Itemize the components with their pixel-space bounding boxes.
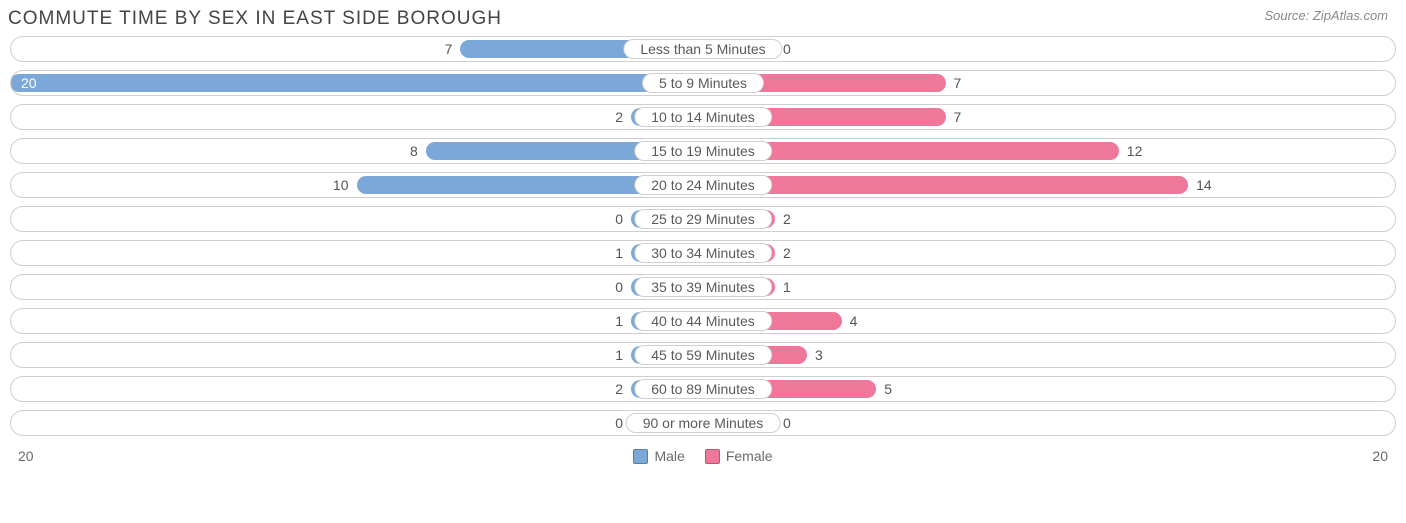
value-label-male: 7 bbox=[445, 37, 453, 61]
value-label-female: 1 bbox=[783, 275, 791, 299]
chart-footer: 20 Male Female 20 bbox=[0, 448, 1406, 470]
legend: Male Female bbox=[633, 448, 772, 464]
category-label: 40 to 44 Minutes bbox=[634, 311, 772, 331]
chart-row: 1 2 30 to 34 Minutes bbox=[10, 240, 1396, 266]
axis-max-left: 20 bbox=[18, 448, 34, 464]
value-label-male: 0 bbox=[615, 411, 623, 435]
value-label-male: 1 bbox=[615, 241, 623, 265]
category-label: 30 to 34 Minutes bbox=[634, 243, 772, 263]
value-label-male: 8 bbox=[410, 139, 418, 163]
legend-swatch-female bbox=[705, 449, 720, 464]
value-label-female: 2 bbox=[783, 241, 791, 265]
chart-row: 2 5 60 to 89 Minutes bbox=[10, 376, 1396, 402]
chart-row: 0 090 or more Minutes bbox=[10, 410, 1396, 436]
value-label-male: 20 bbox=[21, 71, 37, 95]
value-label-female: 7 bbox=[954, 71, 962, 95]
value-label-male: 1 bbox=[615, 343, 623, 367]
value-label-male: 2 bbox=[615, 377, 623, 401]
value-label-male: 1 bbox=[615, 309, 623, 333]
bar-female bbox=[703, 176, 1188, 194]
legend-label-male: Male bbox=[654, 448, 684, 464]
chart-row: 0 2 25 to 29 Minutes bbox=[10, 206, 1396, 232]
category-label: 25 to 29 Minutes bbox=[634, 209, 772, 229]
value-label-female: 7 bbox=[954, 105, 962, 129]
category-label: 35 to 39 Minutes bbox=[634, 277, 772, 297]
bar-male bbox=[10, 74, 703, 92]
chart-row: 0 1 35 to 39 Minutes bbox=[10, 274, 1396, 300]
chart-row: 1 3 45 to 59 Minutes bbox=[10, 342, 1396, 368]
value-label-female: 14 bbox=[1196, 173, 1212, 197]
value-label-female: 3 bbox=[815, 343, 823, 367]
value-label-female: 5 bbox=[884, 377, 892, 401]
legend-item-male: Male bbox=[633, 448, 684, 464]
source-attribution: Source: ZipAtlas.com bbox=[1264, 8, 1388, 23]
value-label-female: 12 bbox=[1127, 139, 1143, 163]
value-label-female: 4 bbox=[850, 309, 858, 333]
category-label: 90 or more Minutes bbox=[626, 413, 781, 433]
value-label-female: 0 bbox=[783, 37, 791, 61]
value-label-female: 2 bbox=[783, 207, 791, 231]
value-label-male: 10 bbox=[333, 173, 349, 197]
value-label-female: 0 bbox=[783, 411, 791, 435]
category-label: 60 to 89 Minutes bbox=[634, 379, 772, 399]
category-label: 15 to 19 Minutes bbox=[634, 141, 772, 161]
legend-swatch-male bbox=[633, 449, 648, 464]
legend-item-female: Female bbox=[705, 448, 773, 464]
category-label: 10 to 14 Minutes bbox=[634, 107, 772, 127]
value-label-male: 0 bbox=[615, 275, 623, 299]
category-label: 20 to 24 Minutes bbox=[634, 175, 772, 195]
chart-container: COMMUTE TIME BY SEX IN EAST SIDE BOROUGH… bbox=[0, 0, 1406, 470]
legend-label-female: Female bbox=[726, 448, 773, 464]
header: COMMUTE TIME BY SEX IN EAST SIDE BOROUGH… bbox=[0, 0, 1406, 36]
chart-row: 7 0Less than 5 Minutes bbox=[10, 36, 1396, 62]
value-label-male: 0 bbox=[615, 207, 623, 231]
chart-row: 10 14 20 to 24 Minutes bbox=[10, 172, 1396, 198]
chart-row: 20 7 5 to 9 Minutes bbox=[10, 70, 1396, 96]
chart-row: 8 12 15 to 19 Minutes bbox=[10, 138, 1396, 164]
category-label: Less than 5 Minutes bbox=[623, 39, 782, 59]
axis-max-right: 20 bbox=[1372, 448, 1388, 464]
category-label: 5 to 9 Minutes bbox=[642, 73, 764, 93]
chart-row: 1 4 40 to 44 Minutes bbox=[10, 308, 1396, 334]
chart-plot-area: 70Less than 5 Minutes2075 to 9 Minutes27… bbox=[0, 36, 1406, 448]
category-label: 45 to 59 Minutes bbox=[634, 345, 772, 365]
chart-title: COMMUTE TIME BY SEX IN EAST SIDE BOROUGH bbox=[8, 8, 502, 30]
value-label-male: 2 bbox=[615, 105, 623, 129]
chart-row: 2 7 10 to 14 Minutes bbox=[10, 104, 1396, 130]
